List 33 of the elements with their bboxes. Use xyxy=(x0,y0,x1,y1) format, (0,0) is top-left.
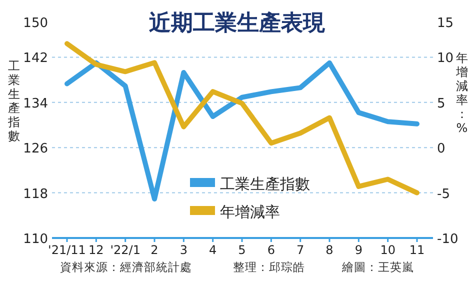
text: 繪圖：王英嵐 xyxy=(341,260,414,274)
x-tick-label: 4 xyxy=(209,243,217,257)
x-tick-label: '21/11 xyxy=(48,243,86,257)
y-tick-label: 118 xyxy=(23,186,48,202)
x-tick-label: 12 xyxy=(88,243,104,257)
y2-tick-label: -10 xyxy=(437,232,458,247)
chart-title: 近期工業生產表現 xyxy=(148,11,326,36)
legend-label: 工業生產指數 xyxy=(220,175,310,193)
y-tick-label: 134 xyxy=(23,96,48,112)
y-tick-label: 110 xyxy=(23,232,48,247)
x-tick-label: 8 xyxy=(326,243,334,257)
x-tick-label: 5 xyxy=(238,243,246,257)
x-tick-label: '22/1 xyxy=(110,243,140,257)
y2-tick-label: 5 xyxy=(437,96,446,112)
y2-axis-title: 年增減率：% xyxy=(455,51,468,135)
y-axis-title: 工業生產指數 xyxy=(7,59,20,143)
y-tick-label: 150 xyxy=(23,16,48,31)
text: 整理：邱琮皓 xyxy=(233,260,305,274)
y2-tick-label: -5 xyxy=(437,186,450,202)
x-tick-label: 7 xyxy=(296,243,304,257)
legend-label: 年增減率 xyxy=(220,203,280,221)
x-tick-label: 3 xyxy=(180,243,188,257)
x-tick-label: 2 xyxy=(150,243,158,257)
y-tick-label: 126 xyxy=(23,142,48,157)
y-tick-label: 142 xyxy=(23,51,48,66)
y2-tick-label: 0 xyxy=(437,142,446,157)
y2-tick-label: 15 xyxy=(437,16,454,31)
y2-tick-label: 10 xyxy=(437,51,454,66)
x-tick-label: 9 xyxy=(354,243,362,257)
x-tick-label: 11 xyxy=(409,243,425,257)
x-tick-label: 10 xyxy=(380,243,396,257)
x-tick-label: 6 xyxy=(267,243,275,257)
source-note: 資料來源：經濟部統計處 xyxy=(60,260,192,274)
